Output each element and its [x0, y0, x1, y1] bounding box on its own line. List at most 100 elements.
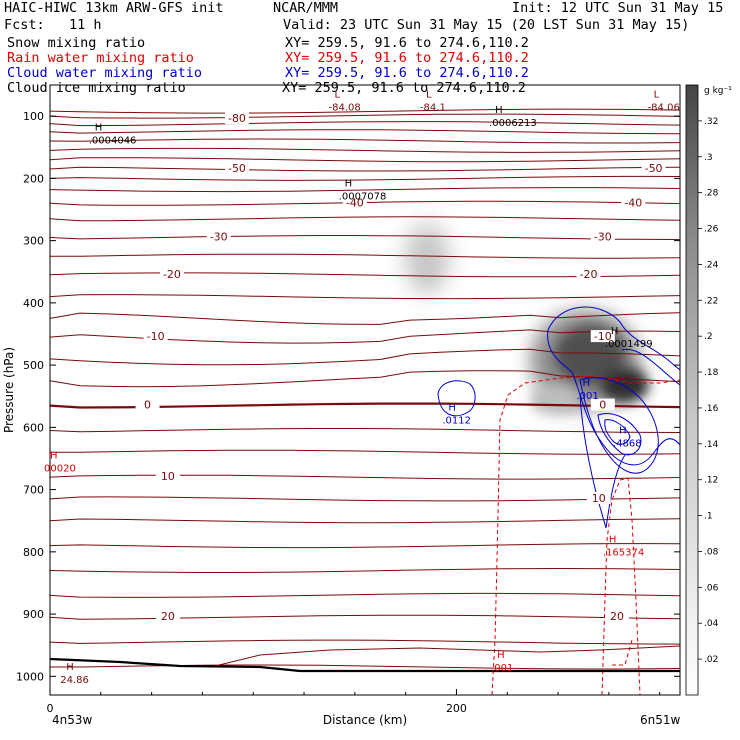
colorbar-label: .24 [704, 260, 719, 270]
extremum-marker: H [619, 426, 627, 437]
contour-label-bg [590, 398, 615, 411]
x-left-endpoint: 4n53w [52, 713, 93, 727]
extremum-marker: H [582, 378, 590, 389]
cloud-water-contour [547, 306, 681, 466]
colorbar-label: .02 [704, 655, 718, 665]
contour-label-bg [586, 491, 611, 504]
colorbar: g kg⁻¹ .02 .04 .06 .08 .1 .12 .14 .16 .18 .2 .22 .2… [685, 84, 732, 696]
y-axis-label: Pressure (hPa) [2, 347, 16, 433]
colorbar-label: .28 [704, 189, 719, 199]
contour-label: -30 [594, 231, 612, 244]
cloud-water-contour [437, 380, 476, 417]
extremum-value: -84.08 [329, 103, 361, 114]
x-tick-label: 0 [47, 702, 54, 715]
extremum-value: 24.86 [60, 675, 89, 686]
extremum-marker: L [654, 90, 660, 101]
contour-label-bg [590, 230, 615, 243]
contour-label-bg [159, 267, 184, 280]
field-cloudwater-name: Cloud water mixing ratio [7, 65, 203, 81]
rain-contour [601, 477, 641, 696]
contour-label: 10 [592, 492, 606, 505]
colorbar-label: .08 [704, 547, 719, 557]
extremum-value: -84.1 [420, 103, 446, 114]
isotherm [49, 474, 681, 480]
extremum-value: .0001499 [605, 339, 653, 350]
contour-label-bg [143, 330, 168, 343]
colorbar-label: .22 [704, 296, 718, 306]
isotherm [49, 518, 681, 524]
field-rain-name: Rain water mixing ratio [7, 50, 194, 66]
lower-isotherm [214, 645, 681, 667]
colorbar-label: .3 [704, 153, 713, 163]
isotherm [49, 543, 681, 549]
colorbar-label: .2 [704, 332, 713, 342]
colorbar-label: .12 [704, 476, 718, 486]
extremum-marker: H [611, 326, 619, 337]
field-snow-name: Snow mixing ratio [7, 35, 146, 51]
contour-label: -40 [624, 196, 642, 209]
terrain-line [49, 645, 681, 673]
extremum-marker: H [497, 650, 505, 661]
isotherm [49, 157, 681, 163]
isotherm [49, 138, 681, 144]
y-tick-label: 100 [23, 110, 44, 123]
extremum-value: .165374 [603, 548, 644, 559]
extremum-marker: L [426, 90, 432, 101]
x-right-endpoint: 6n51w [640, 713, 681, 727]
contour-label-bg [621, 196, 646, 209]
plot-frame [49, 84, 681, 696]
cloud-water-contour [604, 419, 631, 445]
contour-label-bg [342, 196, 367, 209]
field-rain-xy: XY= 259.5, 91.6 to 274.6,110.2 [285, 50, 529, 66]
contour-label-bg [605, 610, 629, 623]
isotherm [49, 253, 681, 259]
extremum-value: .0006213 [489, 118, 537, 129]
surface-line [49, 657, 680, 673]
isotherm [49, 108, 681, 114]
extremum-value: .4868 [613, 439, 642, 450]
cloud-water-contour [597, 413, 642, 456]
isotherm [49, 496, 681, 502]
contour-label-bg [224, 162, 249, 175]
extremum-marker: L [335, 90, 341, 101]
contour-label-bg [590, 330, 615, 343]
y-tick-label: 200 [23, 172, 44, 185]
contour-label: 0 [144, 399, 151, 412]
isotherm [49, 166, 681, 172]
contour-label-bg [206, 230, 231, 243]
contour-label: -20 [580, 268, 598, 281]
extremum-value: .0112 [442, 416, 471, 427]
contour-label-bg [641, 162, 666, 175]
colorbar-label: .16 [704, 404, 719, 414]
cloud-water-contours [437, 306, 681, 529]
extremum-value: .001 [576, 391, 598, 402]
isotherm [49, 370, 681, 388]
isotherm [49, 592, 681, 598]
contour-label: -10 [594, 330, 612, 343]
isotherm [49, 639, 681, 645]
y-tick-label: 300 [23, 235, 44, 248]
y-tick-label: 400 [23, 297, 44, 310]
isotherm [49, 235, 681, 240]
extremum-marker: H [95, 123, 103, 134]
contour-label: -20 [163, 268, 181, 281]
field-cloudice-name: Cloud ice mixing ratio [7, 80, 186, 96]
snow-shading [400, 218, 649, 415]
colorbar-label: .06 [704, 583, 719, 593]
extremum-marker: H [345, 179, 353, 190]
contour-label: -50 [645, 162, 663, 175]
contour-label-bg [576, 267, 601, 280]
contour-label: -10 [147, 330, 165, 343]
isotherm [49, 216, 681, 222]
extremum-value: -84.06 [648, 103, 680, 114]
y-tick-label: 700 [23, 484, 44, 497]
extremum-marker: H [609, 535, 617, 546]
cloud-water-contour [621, 348, 681, 386]
contour-label: -80 [228, 112, 246, 125]
extremum-value: .0007078 [339, 192, 387, 203]
extremum-value: .001 [491, 663, 513, 674]
extremum-marker: H [448, 403, 456, 414]
contour-label-bg [155, 610, 180, 623]
model-title: HAIC-HIWC 13km ARW-GFS init [4, 0, 224, 16]
